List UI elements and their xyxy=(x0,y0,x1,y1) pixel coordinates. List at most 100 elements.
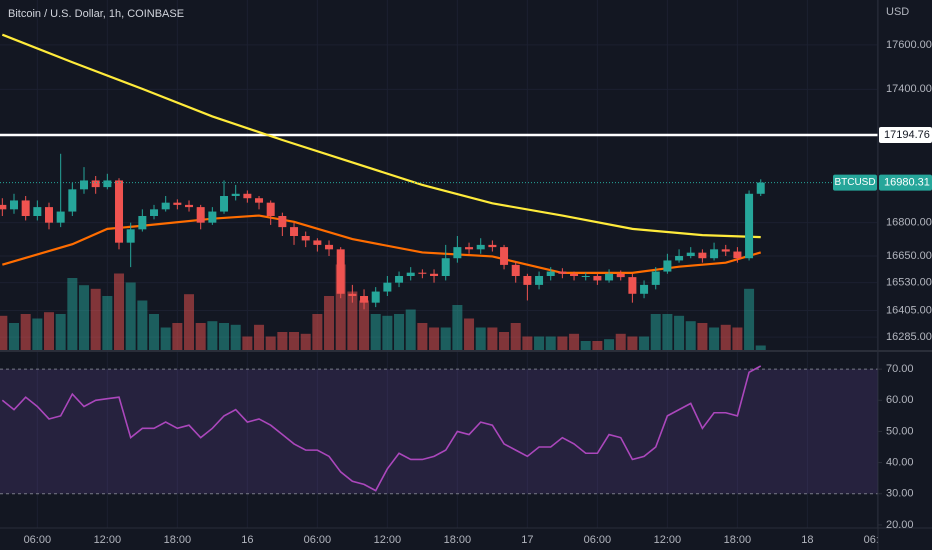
candle-body xyxy=(756,182,765,194)
volume-bar xyxy=(709,327,720,350)
volume-bar xyxy=(102,296,113,350)
candle-body xyxy=(581,276,590,277)
y-tick-label: 16405.00 xyxy=(886,304,932,316)
candle-body xyxy=(290,227,299,236)
volume-bar xyxy=(172,323,183,350)
volume-bar xyxy=(510,323,521,350)
candle-body xyxy=(56,211,65,223)
volume-bar xyxy=(639,336,650,350)
candle-body xyxy=(196,207,205,223)
y-tick-label: 17400.00 xyxy=(886,83,932,95)
x-tick-label: 18 xyxy=(801,534,813,546)
volume-bar xyxy=(254,324,265,350)
volume-bar xyxy=(300,333,311,350)
candle-body xyxy=(185,204,194,208)
volume-bar xyxy=(370,314,381,350)
last-price-label: 16980.31 xyxy=(884,177,930,189)
volume-bar xyxy=(114,273,125,350)
candle-body xyxy=(126,229,135,243)
volume-bar xyxy=(744,288,755,350)
volume-bar xyxy=(674,315,685,350)
candle-body xyxy=(558,271,567,274)
candle-body xyxy=(616,273,625,278)
candle-body xyxy=(605,273,614,281)
volume-bar xyxy=(650,314,661,350)
candle-body xyxy=(115,180,124,243)
y-tick-label: 16530.00 xyxy=(886,277,932,289)
candle-body xyxy=(675,256,684,261)
candle-body xyxy=(161,202,170,210)
x-tick-label: 06:00 xyxy=(24,534,52,546)
candle-body xyxy=(745,193,754,259)
volume-bar xyxy=(312,314,323,350)
candle-body xyxy=(371,291,380,303)
y-tick-label: 16800.00 xyxy=(886,217,932,229)
volume-bar xyxy=(219,323,230,350)
volume-bar xyxy=(394,314,405,350)
x-tick-label: 12:00 xyxy=(94,534,122,546)
rsi-line xyxy=(1,365,762,492)
volume-bar xyxy=(557,336,568,350)
candle-body xyxy=(336,249,345,294)
rsi-tick-label: 70.00 xyxy=(886,363,914,375)
price-line-label: 17194.76 xyxy=(884,129,930,141)
candle-body xyxy=(0,204,7,210)
candle-body xyxy=(383,282,392,292)
volume-bar xyxy=(417,323,428,350)
candle-body xyxy=(45,207,54,223)
volume-bar xyxy=(720,324,731,350)
candle-body xyxy=(593,276,602,281)
volume-bar xyxy=(592,341,603,350)
volume-bar xyxy=(44,312,55,350)
volume-bar xyxy=(0,315,8,350)
candle-body xyxy=(453,247,462,259)
price-line-tag xyxy=(879,126,932,143)
candle-body xyxy=(640,284,649,294)
candle-body xyxy=(325,244,334,250)
candle-body xyxy=(430,273,439,276)
candle-body xyxy=(406,272,415,276)
candle-body xyxy=(663,260,672,272)
candle-body xyxy=(103,180,112,188)
candle-body xyxy=(441,258,450,276)
moving-average xyxy=(1,33,761,239)
volume-bar xyxy=(207,321,218,350)
volume-bar xyxy=(429,327,440,350)
candle-body xyxy=(535,276,544,285)
candle-body xyxy=(243,193,252,199)
candle-body xyxy=(628,277,637,294)
volume-bar xyxy=(32,318,43,350)
volume-bar xyxy=(545,336,556,350)
volume-bar xyxy=(452,305,463,350)
volume-bar xyxy=(125,282,136,350)
candle-body xyxy=(511,264,520,276)
candle-body xyxy=(150,209,159,216)
candle-body xyxy=(91,180,100,188)
axes: 17600.00 17400.00 16800.00 16650.00 16530.00… xyxy=(833,39,932,531)
candle-body xyxy=(395,276,404,283)
volume-bar xyxy=(685,321,696,350)
y-tick-label: 16650.00 xyxy=(886,250,932,262)
rsi-tick-label: 40.00 xyxy=(886,456,914,468)
candle-body xyxy=(80,180,89,190)
y-tick-label: 17600.00 xyxy=(886,39,932,51)
candle-body xyxy=(721,249,730,252)
symbol-tag xyxy=(833,174,877,191)
candle-body xyxy=(686,252,695,256)
x-tick-label: 18:00 xyxy=(724,534,752,546)
candle-body xyxy=(418,272,427,274)
volume-bar xyxy=(522,336,533,350)
plot-area: 06:00 12:00 18:00 16 06:00 12:00 18:00 17 06:00 1… xyxy=(0,0,878,546)
x-tick-label: 18:00 xyxy=(164,534,192,546)
volume-bar xyxy=(359,300,370,350)
candle-body xyxy=(208,211,217,223)
chart-title: Bitcoin / U.S. Dollar, 1h, COINBASE xyxy=(8,8,184,20)
volume-bar xyxy=(615,333,626,350)
currency-label: USD xyxy=(886,6,909,18)
volume-bar xyxy=(67,278,78,350)
volume-bar xyxy=(324,296,335,350)
volume-bar xyxy=(732,327,743,350)
symbol-label: BTCUSD xyxy=(834,177,875,188)
candle-body xyxy=(266,202,275,216)
x-tick-label: 12:00 xyxy=(654,534,682,546)
